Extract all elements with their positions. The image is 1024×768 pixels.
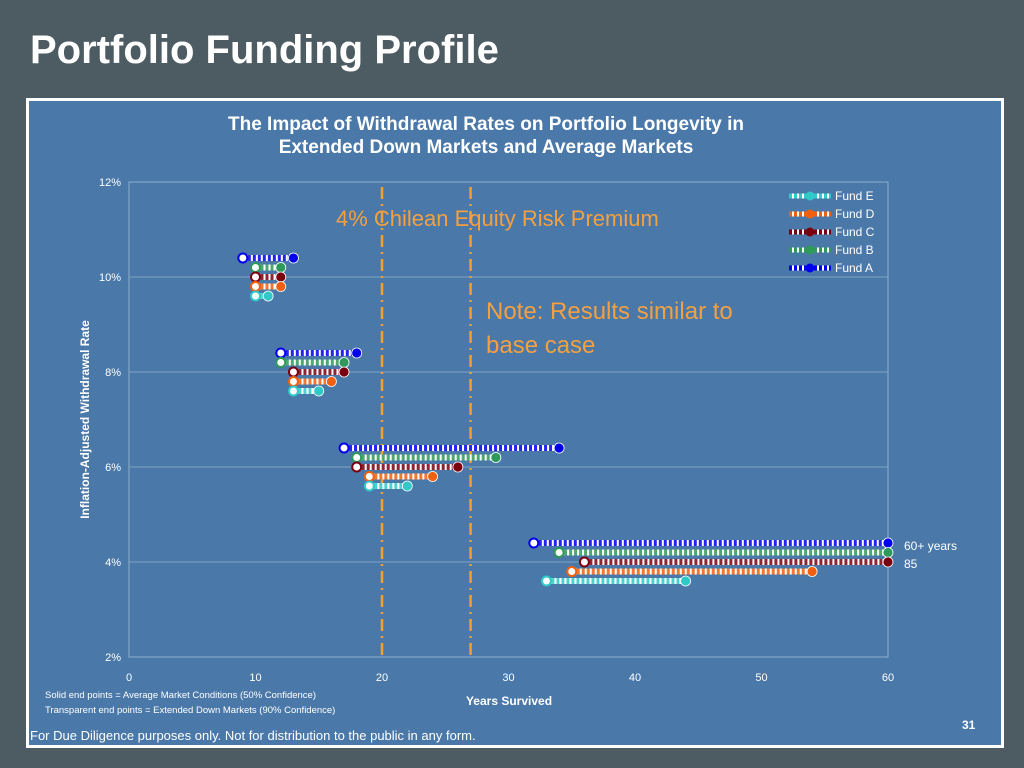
down-market-endpoint [250,281,261,292]
down-market-endpoint [275,347,287,359]
average-market-endpoint [882,537,894,549]
average-market-endpoint [882,547,894,558]
average-market-endpoint [806,566,818,577]
y-tick-label: 10% [99,272,121,284]
x-axis-label: Years Survived [466,694,552,708]
x-tick-label: 50 [755,672,767,684]
down-market-endpoint [287,385,299,397]
legend-label: Fund B [835,243,874,257]
y-axis-label: Inflation-Adjusted Withdrawal Rate [78,320,92,519]
x-tick-label: 0 [126,672,132,684]
x-tick-label: 40 [629,672,641,684]
chart-note: Solid end points = Average Market Condit… [45,690,316,701]
y-tick-label: 4% [105,557,121,569]
legend-marker [805,227,815,237]
average-market-endpoint [338,357,350,368]
down-market-endpoint [553,547,565,558]
down-market-endpoint [578,556,590,568]
plot-area [128,181,889,658]
down-market-endpoint [250,271,261,283]
down-market-endpoint [237,252,249,264]
legend-label: Fund E [835,189,874,203]
average-market-endpoint [490,452,502,463]
average-market-endpoint [275,271,287,283]
average-market-endpoint [452,461,464,473]
legend-marker [805,245,815,255]
down-market-endpoint [275,357,287,368]
down-market-endpoint [287,376,299,387]
chart-title: Extended Down Markets and Average Market… [279,137,694,158]
average-market-endpoint [351,347,363,359]
average-market-endpoint [262,290,274,302]
y-tick-label: 12% [99,177,121,189]
chart-title: The Impact of Withdrawal Rates on Portfo… [228,114,744,135]
down-market-endpoint [338,442,350,454]
disclaimer-footer: For Due Diligence purposes only. Not for… [30,728,476,743]
average-market-endpoint [553,442,565,454]
down-market-endpoint [363,480,375,492]
legend-marker [805,191,815,201]
legend-marker [805,263,815,273]
average-market-endpoint [275,281,287,292]
down-market-endpoint [566,566,578,577]
average-market-endpoint [325,376,337,387]
annotation-note: Note: Results similar to [486,298,733,325]
down-market-endpoint [351,452,363,463]
average-market-endpoint [338,366,350,378]
legend-marker [805,209,815,219]
average-market-endpoint [680,575,691,587]
average-market-endpoint [401,480,413,492]
y-tick-label: 6% [105,462,121,474]
average-market-endpoint [427,471,439,482]
down-market-endpoint [250,262,261,273]
chart-panel: 2% 4% 6% 8% 10% 12% 0 10 20 30 40 50 60 The Impact of… [26,98,1004,748]
chart-note: Transparent end points = Extended Down M… [45,705,335,716]
slide-title: Portfolio Funding Profile [30,28,499,72]
x-tick-label: 20 [376,672,388,684]
average-market-endpoint [288,252,299,264]
x-tick-label: 60 [882,672,894,684]
annotation-60-plus: 60+ years [904,539,957,553]
y-tick-label: 2% [105,652,121,664]
annotation-85: 85 [904,557,918,571]
legend-label: Fund A [835,261,873,275]
y-tick-label: 8% [105,367,121,379]
legend-label: Fund D [835,207,875,221]
annotation-note-cont: base case [486,332,595,359]
x-tick-label: 30 [502,672,514,684]
down-market-endpoint [540,575,552,587]
legend-label: Fund C [835,225,875,239]
average-market-endpoint [313,385,325,397]
average-market-endpoint [275,262,287,273]
annotation-equity-premium: 4% Chilean Equity Risk Premium [336,206,659,231]
down-market-endpoint [351,461,363,473]
average-market-endpoint [882,556,894,568]
down-market-endpoint [250,290,261,302]
range-chart: 2% 4% 6% 8% 10% 12% 0 10 20 30 40 50 60 The Impact of… [45,114,957,716]
down-market-endpoint [287,366,299,378]
down-market-endpoint [363,471,375,482]
down-market-endpoint [528,537,540,549]
x-tick-label: 10 [249,672,261,684]
page-number: 31 [962,718,976,732]
